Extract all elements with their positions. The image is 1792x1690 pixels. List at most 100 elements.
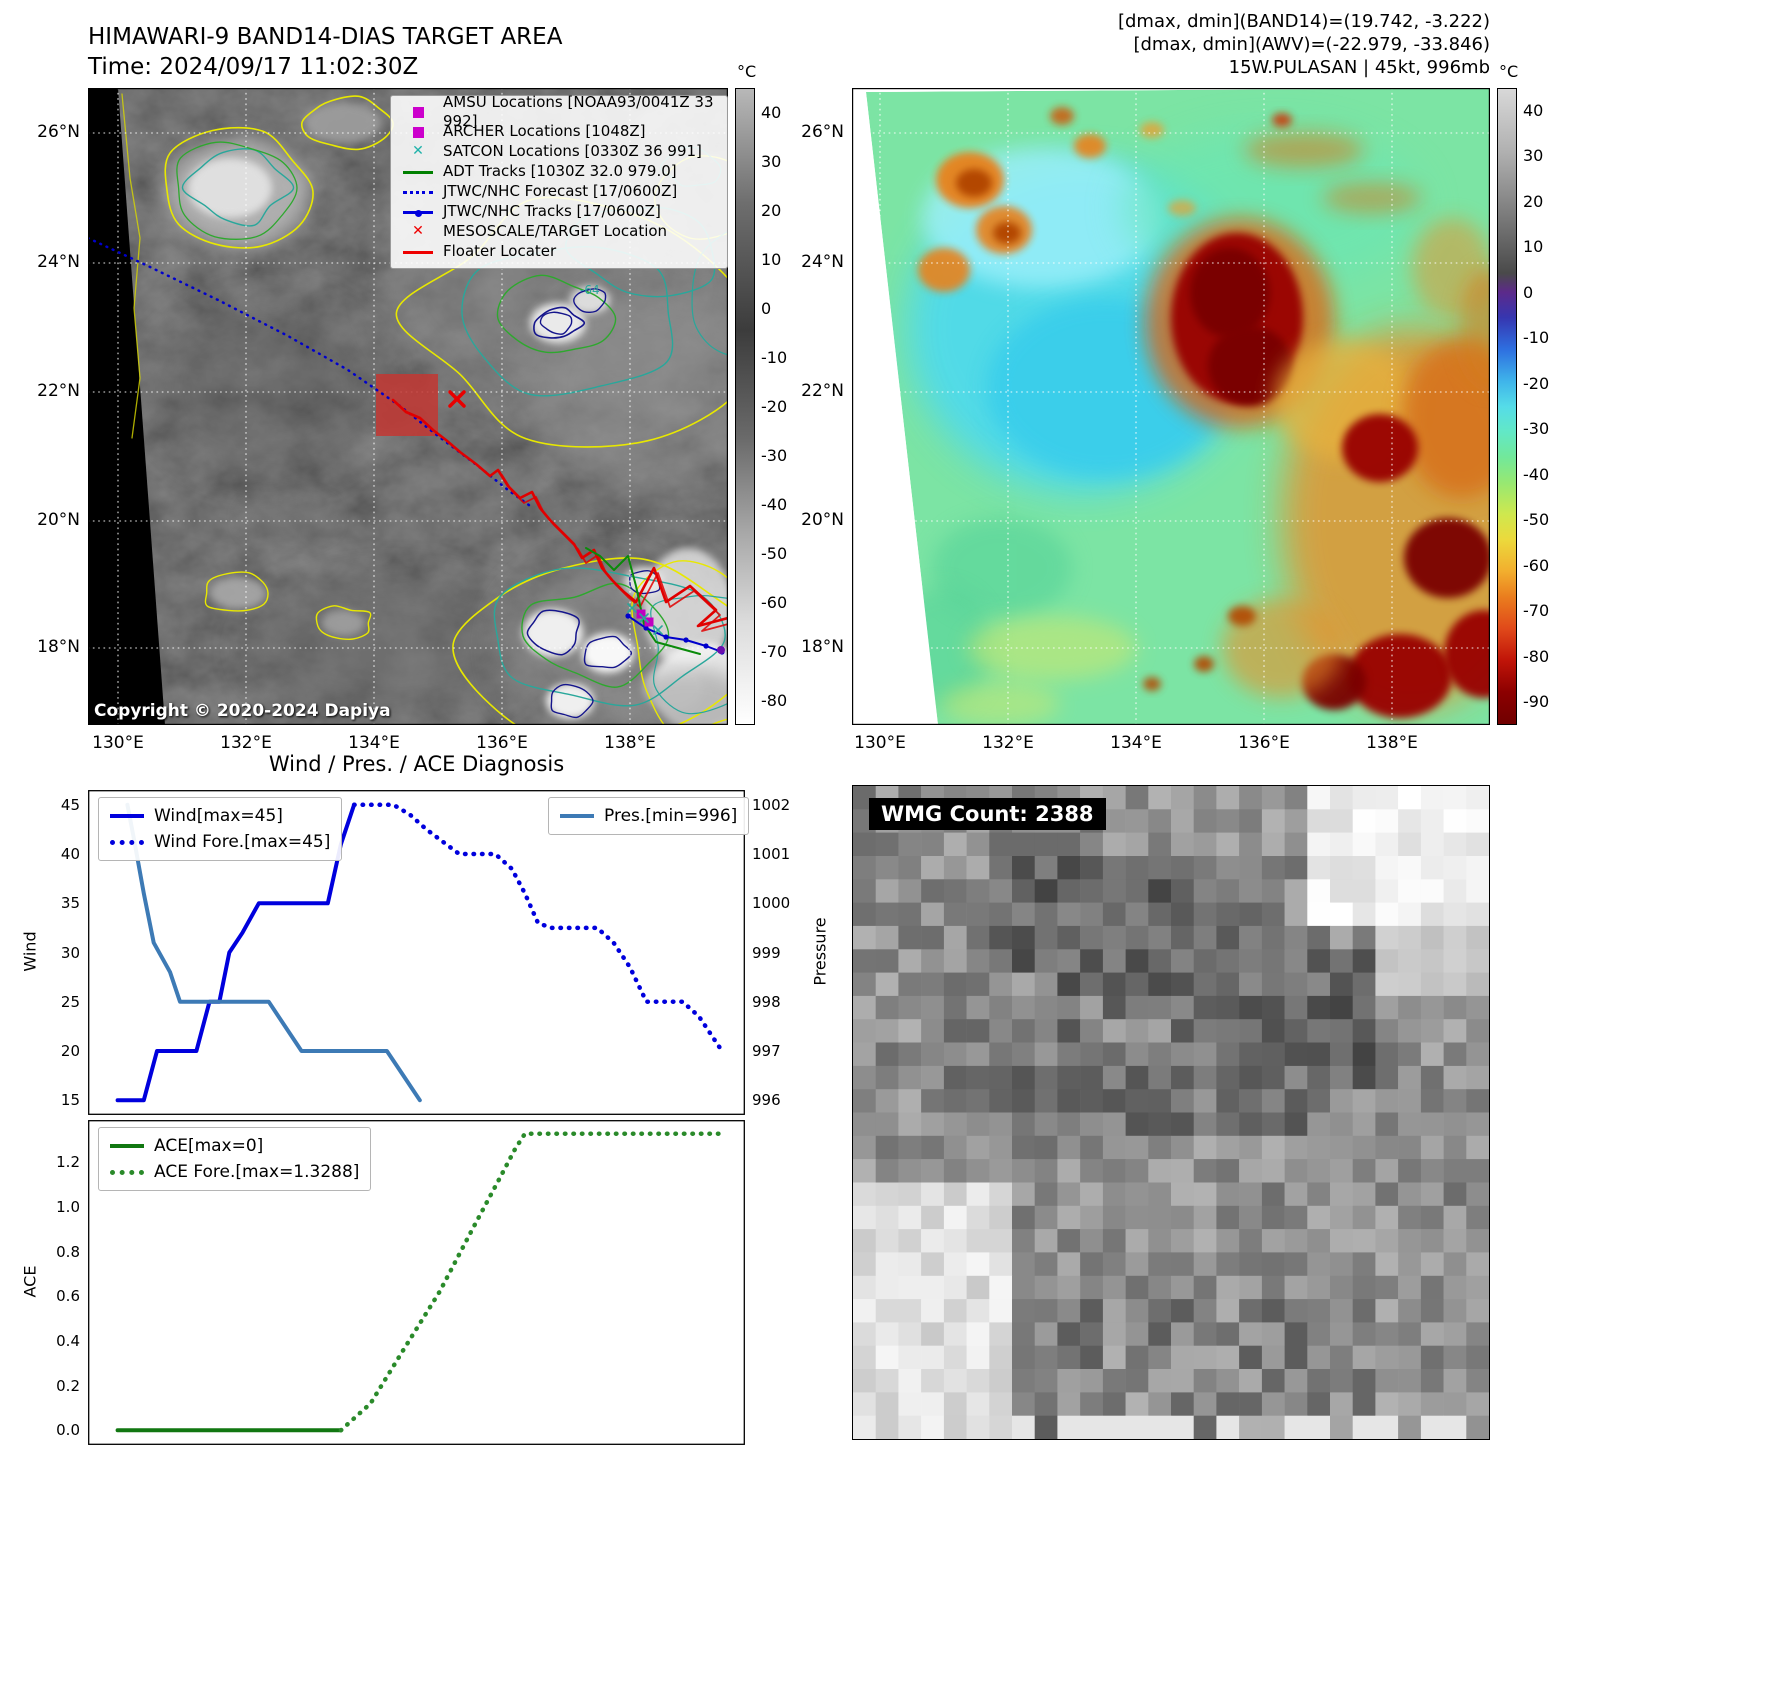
pressure-tick-label: 1001 — [752, 845, 791, 863]
awv-map-panel — [852, 88, 1490, 725]
colorbar-tick-label: -50 — [1523, 510, 1550, 530]
wind-tick-label: 45 — [60, 795, 80, 814]
map-legend-label: JTWC/NHC Forecast [17/0600Z] — [443, 182, 678, 201]
colorbar-tick-label: -60 — [1523, 555, 1550, 575]
wind-tick-label: 15 — [60, 1091, 80, 1110]
colorbar-tick-label: 20 — [1523, 191, 1544, 211]
wind-tick-label: 20 — [60, 1041, 80, 1060]
ace-tick-label: 1.2 — [56, 1153, 80, 1172]
line-marker-icon — [401, 170, 435, 174]
diagnosis-title: Wind / Pres. / ACE Diagnosis — [268, 752, 565, 776]
awv-map-image — [852, 88, 1490, 725]
map-legend: AMSU Locations [NOAA93/0041Z 33 992] ARCH… — [390, 93, 728, 269]
left-map-title-line1: HIMAWARI-9 BAND14-DIAS TARGET AREA — [88, 24, 563, 50]
colorbar-tick-label: -80 — [1523, 646, 1550, 666]
colorbar-tick-label: 30 — [761, 151, 782, 171]
ace-tick-label: 0.0 — [56, 1421, 80, 1440]
map-legend-item: ✕ SATCON Locations [0330Z 36 991] — [401, 142, 717, 162]
colorbar-tick-label: 30 — [1523, 146, 1544, 166]
colorbar-tick-label: -30 — [761, 445, 788, 465]
map-legend-label: AMSU Locations [NOAA93/0041Z 33 992] — [443, 92, 714, 131]
dotted-marker-icon — [401, 190, 435, 194]
pressure-legend: Pres.[min=996] — [548, 797, 750, 835]
x-tick-label: 130°E — [92, 733, 144, 753]
x-tick-label: 132°E — [982, 733, 1034, 753]
colorbar-tick-label: -20 — [761, 396, 788, 416]
map-frame-border — [852, 88, 1490, 725]
dmax-dmin-awv: [dmax, dmin](AWV)=(-22.979, -33.846) — [1133, 34, 1490, 55]
legend-item: Wind[max=45] — [110, 803, 330, 829]
ace-tick-label: 0.8 — [56, 1242, 80, 1261]
colorbar-tick-label: -90 — [1523, 692, 1550, 712]
y-tick-label: 18°N — [37, 637, 80, 657]
pressure-axis-label: Pressure — [810, 917, 830, 986]
map-legend-item: ✕ MESOSCALE/TARGET Location — [401, 222, 717, 242]
colorbar-tick-label: 20 — [761, 200, 782, 220]
y-tick-label: 20°N — [37, 510, 80, 530]
y-tick-label: 20°N — [801, 510, 844, 530]
wind-tick-label: 25 — [60, 992, 80, 1011]
legend-label: ACE[max=0] — [154, 1136, 264, 1156]
wind-legend: Wind[max=45] Wind Fore.[max=45] — [98, 797, 343, 861]
pressure-tick-label: 997 — [752, 1041, 781, 1060]
colorbar-tick-label: 40 — [761, 102, 782, 122]
wind-tick-label: 30 — [60, 943, 80, 962]
awv-colorbar-unit: °C — [1499, 62, 1519, 81]
line-marker-icon — [401, 250, 435, 254]
wmg-panel: WMG Count: 2388 — [852, 785, 1490, 1440]
awv-colorbar — [1497, 88, 1517, 725]
ace-tick-label: 0.2 — [56, 1376, 80, 1395]
map-legend-label: SATCON Locations [0330Z 36 991] — [443, 142, 702, 161]
colorbar-tick-label: 40 — [1523, 100, 1544, 120]
square-marker-icon — [401, 106, 435, 118]
square-marker-icon — [401, 126, 435, 138]
band14-colorbar — [735, 88, 755, 725]
wmg-image — [853, 786, 1489, 1439]
x-tick-label: 134°E — [348, 733, 400, 753]
colorbar-tick-label: -10 — [1523, 328, 1550, 348]
dmax-dmin-band14: [dmax, dmin](BAND14)=(19.742, -3.222) — [1117, 11, 1490, 32]
legend-item: ACE Fore.[max=1.3288] — [110, 1159, 359, 1185]
colorbar-tick-label: -30 — [1523, 419, 1550, 439]
legend-label: Wind Fore.[max=45] — [154, 832, 331, 852]
ace-tick-label: 0.4 — [56, 1331, 80, 1350]
line-dot-marker-icon — [401, 209, 435, 217]
map-legend-label: ARCHER Locations [1048Z] — [443, 122, 646, 141]
wind-forecast-marker — [110, 839, 144, 845]
pressure-tick-label: 999 — [752, 943, 781, 962]
ace-legend: ACE[max=0] ACE Fore.[max=1.3288] — [98, 1127, 372, 1191]
colorbar-tick-label: 0 — [1523, 282, 1534, 302]
x-tick-label: 132°E — [220, 733, 272, 753]
wind-pressure-plot — [88, 790, 745, 1115]
map-legend-label: Floater Locater — [443, 242, 557, 261]
map-legend-item: JTWC/NHC Forecast [17/0600Z] — [401, 182, 717, 202]
legend-label: Pres.[min=996] — [604, 806, 738, 826]
y-tick-label: 24°N — [801, 252, 844, 272]
y-tick-label: 24°N — [37, 252, 80, 272]
colorbar-tick-label: 10 — [761, 249, 782, 269]
y-tick-label: 26°N — [37, 122, 80, 142]
colorbar-tick-label: -40 — [761, 494, 788, 514]
band14-map-panel: -64 AMSU Locations [NOAA93/0041Z 33 992]… — [88, 88, 728, 725]
left-map-title-line2: Time: 2024/09/17 11:02:30Z — [88, 54, 419, 80]
x-tick-label: 136°E — [476, 733, 528, 753]
left-map-title: HIMAWARI-9 BAND14-DIAS TARGET AREA Time:… — [88, 22, 562, 82]
ace-line-marker — [110, 1144, 144, 1148]
x-marker-icon: ✕ — [412, 143, 424, 160]
colorbar-tick-label: -50 — [761, 543, 788, 563]
colorbar-tick-label: 0 — [761, 298, 772, 318]
x-tick-label: 136°E — [1238, 733, 1290, 753]
band14-colorbar-unit: °C — [737, 62, 757, 81]
ace-tick-label: 0.6 — [56, 1287, 80, 1306]
colorbar-tick-label: -40 — [1523, 464, 1550, 484]
contour-value-label: -64 — [580, 283, 600, 297]
legend-label: Wind[max=45] — [154, 806, 283, 826]
copyright-label: Copyright © 2020-2024 Dapiya — [94, 701, 391, 721]
x-tick-label: 138°E — [604, 733, 656, 753]
x-marker-icon: ✕ — [412, 223, 424, 240]
pressure-line-marker — [560, 814, 594, 818]
pressure-tick-label: 998 — [752, 992, 781, 1011]
right-map-header: [dmax, dmin](BAND14)=(19.742, -3.222) [d… — [1118, 10, 1490, 79]
map-legend-item: AMSU Locations [NOAA93/0041Z 33 992] — [401, 93, 717, 130]
map-legend-label: ADT Tracks [1030Z 32.0 979.0] — [443, 162, 677, 181]
